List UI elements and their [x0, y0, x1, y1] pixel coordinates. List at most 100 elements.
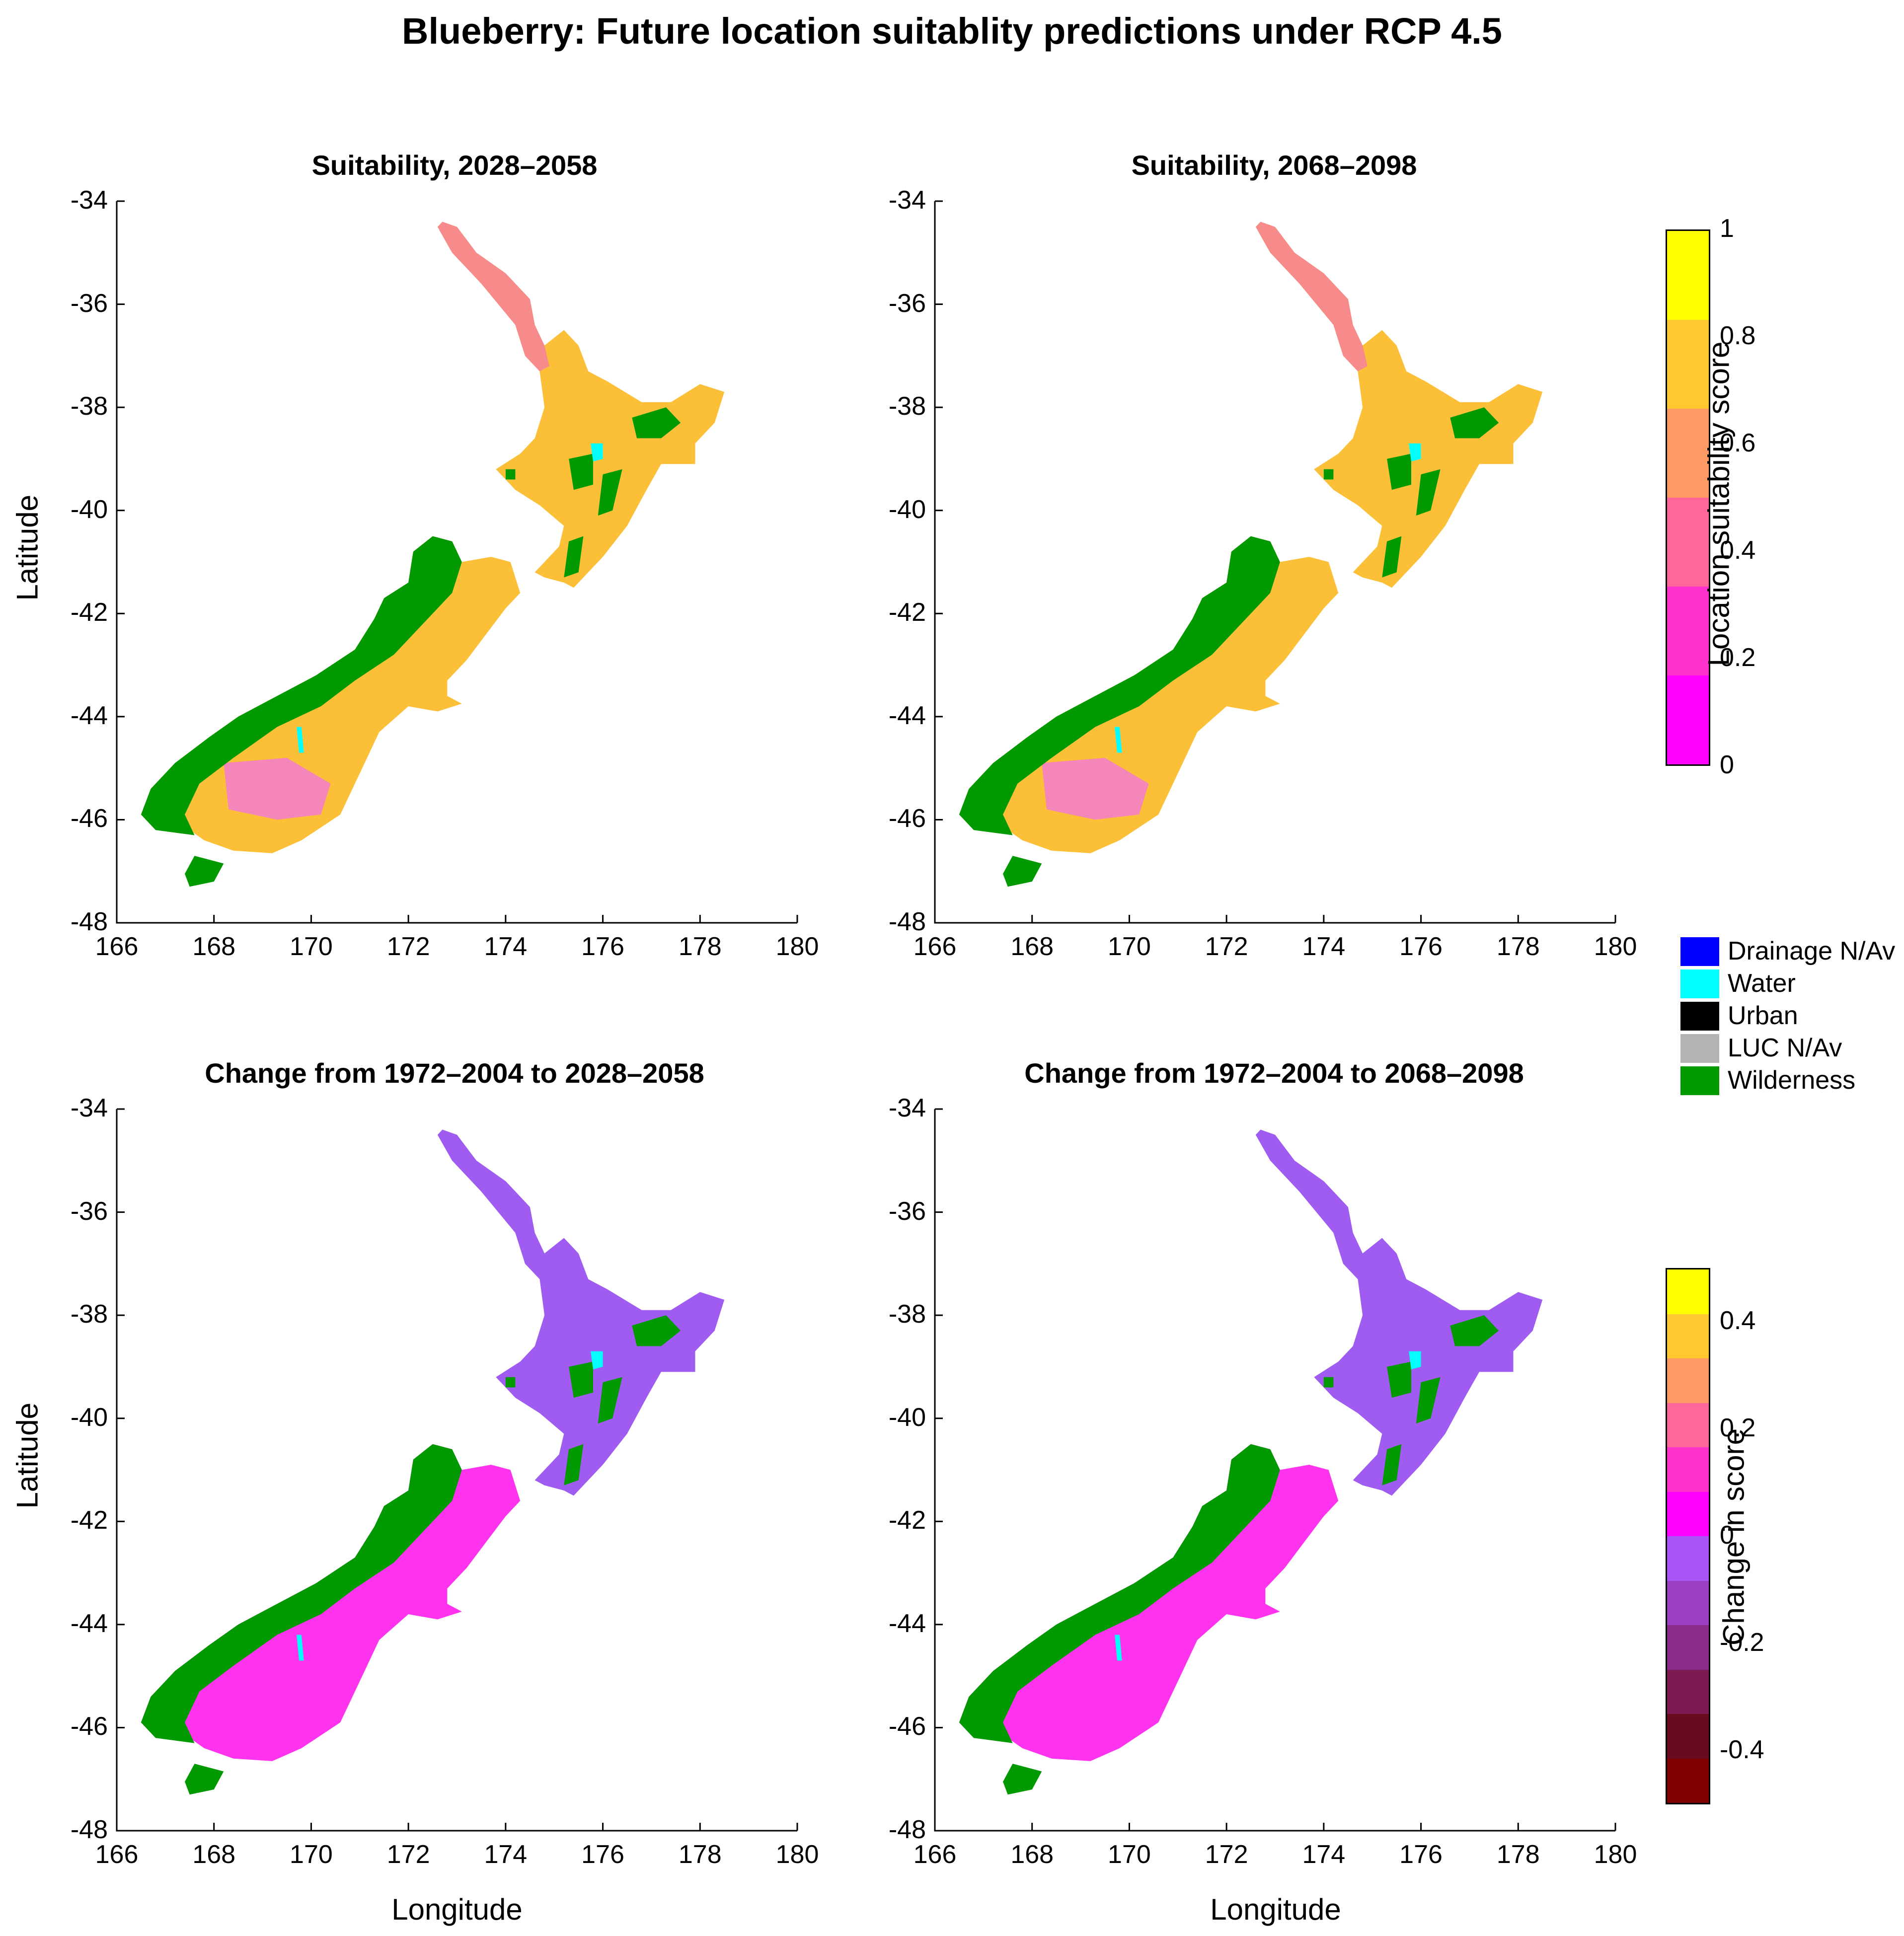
xlabel-left: Longitude [391, 1893, 523, 1926]
wilderness-north-1 [1387, 453, 1411, 490]
y-tick-label: -44 [888, 701, 926, 730]
legend-label: Urban [1728, 1001, 1798, 1030]
colorbar-tick-label: 0 [1720, 750, 1734, 779]
y-tick-label: -34 [70, 1094, 108, 1122]
colorbar-segment [1667, 1269, 1709, 1314]
y-tick-label: -40 [70, 1403, 108, 1432]
lake-taupo [1409, 1351, 1421, 1370]
colorbar-segment [1667, 587, 1709, 675]
colorbar-change [1666, 1268, 1710, 1804]
colorbar-tick-label: 0.4 [1720, 536, 1756, 565]
colorbar-segment [1667, 1669, 1709, 1714]
wilderness-south [959, 1444, 1280, 1743]
y-tick-label: -34 [888, 1094, 926, 1122]
wilderness-north-1 [1387, 1361, 1411, 1398]
colorbar-segment [1667, 1447, 1709, 1492]
y-tick-label: -48 [888, 907, 926, 936]
x-tick-label: 170 [1108, 1840, 1151, 1869]
wilderness-north-2 [505, 469, 516, 480]
x-tick-label: 168 [192, 932, 236, 961]
xlabel-right: Longitude [1210, 1893, 1341, 1926]
x-tick-label: 172 [1205, 932, 1248, 961]
colorbar-segment [1667, 1491, 1709, 1536]
low-suitability-region [224, 757, 331, 820]
legend-label: Water [1728, 969, 1796, 998]
map-panel-change-2028-2058 [116, 1108, 798, 1832]
x-tick-label: 168 [1010, 1840, 1054, 1869]
y-tick-label: -40 [888, 495, 926, 524]
y-tick-label: -48 [70, 907, 108, 936]
wilderness-north-1 [569, 453, 593, 490]
wilderness-north-4 [598, 469, 622, 516]
y-tick-label: -44 [70, 1609, 108, 1638]
wilderness-south [959, 536, 1280, 835]
colorbar-tick-label: 0.4 [1720, 1306, 1756, 1335]
colorbar-tick-label: 0.2 [1720, 1414, 1756, 1442]
stewart-island [1003, 856, 1042, 887]
y-tick-label: -38 [70, 1300, 108, 1329]
panel-title-top-left: Suitability, 2028–2058 [311, 149, 598, 181]
x-tick-label: 170 [290, 1840, 333, 1869]
y-tick-label: -36 [888, 289, 926, 318]
colorbar-segment [1667, 498, 1709, 587]
wilderness-north-4 [598, 1377, 622, 1424]
y-tick-label: -44 [70, 701, 108, 730]
map-panel-change-2068-2098 [934, 1108, 1616, 1832]
colorbar-segment [1667, 1314, 1709, 1358]
y-tick-label: -38 [888, 392, 926, 421]
x-tick-label: 170 [290, 932, 333, 961]
x-tick-label: 174 [484, 1840, 528, 1869]
legend-swatch [1680, 1034, 1719, 1063]
y-tick-label: -48 [888, 1815, 926, 1844]
colorbar-segment [1667, 231, 1709, 320]
southern-lakes [1115, 727, 1122, 753]
wilderness-north-3 [564, 536, 584, 578]
lake-taupo [591, 1351, 603, 1370]
x-tick-label: 176 [581, 1840, 624, 1869]
colorbar-tick-label: 0.8 [1720, 321, 1756, 350]
northland-region [1255, 222, 1368, 372]
lake-taupo [591, 443, 603, 462]
colorbar-segment [1667, 1580, 1709, 1625]
colorbar-segment [1667, 1536, 1709, 1581]
wilderness-north-4 [1416, 469, 1441, 516]
ylabel-bottom: Latitude [10, 1402, 44, 1509]
x-tick-label: 172 [386, 932, 430, 961]
colorbar-segment [1667, 1625, 1709, 1670]
y-tick-label: -46 [888, 1712, 926, 1741]
x-tick-label: 166 [95, 932, 139, 961]
colorbar-segment [1667, 409, 1709, 498]
x-tick-label: 168 [1010, 932, 1054, 961]
wilderness-north-2 [1323, 1377, 1334, 1388]
stewart-island [1003, 1764, 1042, 1795]
y-tick-label: -36 [70, 289, 108, 318]
colorbar-tick-label: -0.4 [1720, 1735, 1764, 1764]
x-tick-label: 180 [775, 932, 819, 961]
colorbar-tick-label: 1 [1720, 214, 1734, 243]
wilderness-north-4 [1416, 1377, 1441, 1424]
panel-title-bottom-left: Change from 1972–2004 to 2028–2058 [205, 1057, 704, 1089]
wilderness-north-2 [1323, 469, 1334, 480]
wilderness-north-1 [569, 1361, 593, 1398]
y-tick-label: -38 [888, 1300, 926, 1329]
colorbar-tick-label: 0.6 [1720, 429, 1756, 457]
x-tick-label: 166 [913, 1840, 957, 1869]
northland-region [437, 1129, 549, 1279]
colorbar-suitability-label: Location suitability score [1702, 341, 1736, 667]
y-tick-label: -42 [70, 598, 108, 627]
panel-title-bottom-right: Change from 1972–2004 to 2068–2098 [1024, 1057, 1524, 1089]
ylabel-top: Latitude [10, 494, 44, 601]
y-tick-label: -34 [888, 186, 926, 215]
southern-lakes [297, 1635, 304, 1661]
x-tick-label: 180 [775, 1840, 819, 1869]
x-tick-label: 172 [386, 1840, 430, 1869]
colorbar-segment [1667, 1714, 1709, 1759]
x-tick-label: 178 [678, 1840, 722, 1869]
map-panel-suitability-2028-2058 [116, 200, 798, 924]
legend-label: Wilderness [1728, 1066, 1856, 1095]
x-tick-label: 172 [1205, 1840, 1248, 1869]
colorbar-segment [1667, 1403, 1709, 1447]
legend-swatch [1680, 1002, 1719, 1031]
x-tick-label: 174 [484, 932, 528, 961]
stewart-island [185, 856, 224, 887]
